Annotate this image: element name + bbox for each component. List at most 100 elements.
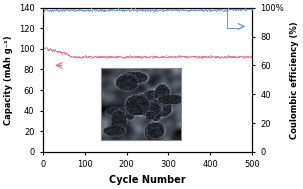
Point <box>161 8 166 11</box>
Point <box>138 8 143 11</box>
Point <box>178 8 183 11</box>
Point <box>101 55 106 58</box>
Point <box>222 7 227 10</box>
Point <box>61 8 65 11</box>
Point <box>199 9 204 12</box>
Point <box>175 8 180 11</box>
Point <box>63 9 68 12</box>
Point <box>148 9 152 12</box>
Point <box>218 8 223 11</box>
Point <box>69 54 74 57</box>
Point <box>180 8 185 11</box>
Point <box>70 9 75 12</box>
Point <box>129 8 134 11</box>
Point <box>119 56 124 59</box>
Point <box>70 8 75 11</box>
Point <box>47 47 52 50</box>
Point <box>233 8 238 11</box>
Point <box>63 53 68 56</box>
Point <box>201 55 206 58</box>
Point <box>81 9 85 12</box>
Point <box>224 8 229 11</box>
Point <box>72 7 76 10</box>
Point <box>221 55 226 58</box>
Point <box>115 55 120 58</box>
Point <box>205 9 210 12</box>
Point <box>150 56 155 59</box>
Point <box>225 55 230 58</box>
Point <box>48 47 52 50</box>
Point <box>193 8 198 11</box>
Point <box>154 55 159 58</box>
Point <box>75 56 80 59</box>
Point <box>158 55 162 58</box>
Point <box>55 50 60 53</box>
Point <box>178 8 183 11</box>
Point <box>120 56 125 59</box>
Point <box>79 55 84 58</box>
Point <box>149 55 154 58</box>
Point <box>174 8 179 11</box>
Point <box>79 57 84 60</box>
Point <box>176 7 181 10</box>
Point <box>190 55 195 58</box>
Point <box>107 8 112 11</box>
Point <box>238 8 243 11</box>
Point <box>104 56 109 59</box>
Point <box>96 55 101 58</box>
Point <box>189 55 194 58</box>
Point <box>134 8 138 11</box>
Point <box>92 8 97 11</box>
Point <box>209 9 214 12</box>
Point <box>163 9 168 12</box>
Point <box>100 9 105 12</box>
Point <box>187 55 192 58</box>
Point <box>141 9 146 12</box>
Point <box>171 8 176 11</box>
Point <box>248 55 253 58</box>
Point <box>201 10 206 13</box>
Point <box>112 9 117 12</box>
Point <box>140 54 145 57</box>
Point <box>73 8 78 11</box>
Point <box>63 53 68 56</box>
Point <box>130 55 135 58</box>
Point <box>47 9 52 12</box>
Point <box>61 50 65 53</box>
Point <box>205 55 210 58</box>
Point <box>121 8 126 11</box>
X-axis label: Cycle Number: Cycle Number <box>109 175 186 185</box>
Point <box>122 55 127 58</box>
Point <box>143 8 148 11</box>
Point <box>46 48 51 51</box>
Point <box>149 8 154 11</box>
Point <box>55 49 59 52</box>
Point <box>204 9 209 12</box>
Point <box>152 55 157 58</box>
Point <box>113 8 118 11</box>
Point <box>83 9 88 12</box>
Point <box>232 8 237 11</box>
Point <box>243 7 248 10</box>
Point <box>226 8 231 11</box>
Point <box>63 51 68 54</box>
Point <box>71 55 75 58</box>
Point <box>139 55 144 58</box>
Point <box>119 56 124 59</box>
Point <box>137 55 142 58</box>
Point <box>73 8 78 11</box>
Point <box>221 55 226 58</box>
Point <box>152 54 157 57</box>
Point <box>137 8 142 11</box>
Point <box>245 7 250 10</box>
Point <box>84 55 89 58</box>
Point <box>205 8 209 11</box>
Point <box>213 55 218 58</box>
Point <box>72 10 77 13</box>
Point <box>249 7 254 10</box>
Point <box>180 55 185 58</box>
Point <box>95 56 100 59</box>
Point <box>183 55 188 58</box>
Point <box>92 9 96 12</box>
Point <box>72 55 77 58</box>
